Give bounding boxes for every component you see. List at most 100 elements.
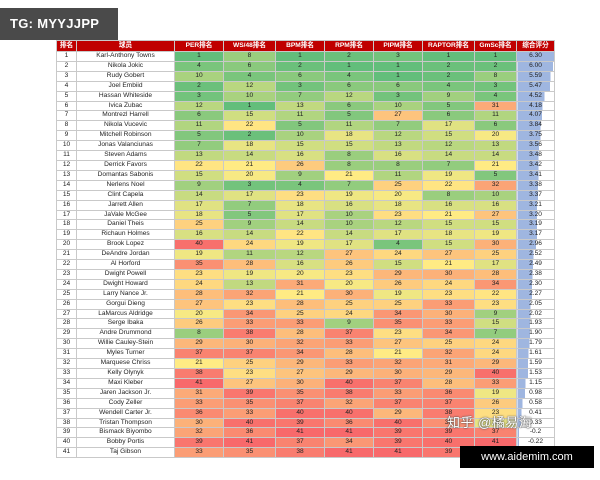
cell-ws48-rank: 32 [223, 288, 276, 300]
table-row: 12 Derrick Favors 22 21 26 8 8 7 21 3.42 [56, 159, 555, 171]
cell-rank: 22 [56, 259, 77, 270]
cell-rpm-rank: 11 [324, 120, 374, 132]
cell-raptor-rank: 15 [422, 130, 475, 142]
table-row: 22 Al Horford 35 28 16 26 15 21 17 2.49 [56, 259, 555, 270]
cell-rpm-rank: 6 [324, 100, 374, 112]
cell-score: 1.93 [516, 318, 555, 330]
header-player: 球员 [76, 40, 175, 52]
cell-player-name: Jarrett Allen [76, 199, 175, 211]
cell-rpm-rank: 4 [324, 70, 374, 82]
cell-score: 3.75 [516, 130, 555, 142]
cell-rank: 10 [56, 140, 77, 152]
cell-pipm-rank: 12 [373, 130, 423, 142]
cell-player-name: Wendell Carter Jr. [76, 407, 175, 419]
cell-rank: 41 [56, 447, 77, 459]
cell-bpm-rank: 26 [275, 159, 325, 171]
cell-ws48-rank: 18 [223, 140, 276, 152]
cell-bpm-rank: 29 [275, 358, 325, 369]
cell-rank: 17 [56, 209, 77, 221]
cell-rpm-rank: 20 [324, 278, 374, 290]
cell-gmsc-rank: 21 [474, 159, 517, 171]
cell-per-rank: 29 [174, 338, 224, 350]
cell-gmsc-rank: 28 [474, 268, 517, 280]
cell-raptor-rank: 32 [422, 348, 475, 360]
cell-rank: 13 [56, 169, 77, 181]
cell-rank: 15 [56, 189, 77, 201]
cell-pipm-rank: 1 [373, 60, 423, 72]
cell-per-rank: 21 [174, 358, 224, 369]
table-row: 7 Montrezl Harrell 6 15 11 5 27 6 11 4.07 [56, 110, 555, 122]
cell-player-name: Al Horford [76, 259, 175, 270]
cell-pipm-rank: 37 [373, 397, 423, 409]
cell-rank: 23 [56, 268, 77, 280]
cell-rank: 24 [56, 278, 77, 290]
cell-gmsc-rank: 24 [474, 348, 517, 360]
cell-rpm-rank: 7 [324, 179, 374, 191]
header-ws48: WS/48排名 [223, 40, 276, 52]
cell-rpm-rank: 15 [324, 140, 374, 152]
cell-rpm-rank: 40 [324, 377, 374, 389]
cell-per-rank: 26 [174, 318, 224, 330]
cell-bpm-rank: 28 [275, 328, 325, 340]
cell-rpm-rank: 9 [324, 318, 374, 330]
cell-rank: 21 [56, 249, 77, 261]
ranking-table: 排名 球员 PER排名 WS/48排名 BPM排名 RPM排名 PIPM排名 R… [56, 40, 555, 459]
cell-gmsc-rank: 32 [474, 179, 517, 191]
cell-score: 4.52 [516, 90, 555, 102]
cell-pipm-rank: 29 [373, 407, 423, 419]
cell-score: 6.30 [516, 51, 555, 62]
cell-ws48-rank: 4 [223, 70, 276, 82]
cell-rank: 34 [56, 377, 77, 389]
cell-rank: 4 [56, 80, 77, 92]
cell-player-name: Jaren Jackson Jr. [76, 387, 175, 399]
cell-score: 2.30 [516, 278, 555, 290]
cell-rank: 18 [56, 219, 77, 231]
cell-ws48-rank: 34 [223, 308, 276, 320]
cell-bpm-rank: 9 [275, 169, 325, 181]
cell-gmsc-rank: 23 [474, 298, 517, 310]
cell-bpm-rank: 22 [275, 229, 325, 241]
cell-bpm-rank: 12 [275, 249, 325, 261]
cell-raptor-rank: 9 [422, 90, 475, 102]
table-row: 11 Steven Adams 13 14 16 8 16 14 14 3.48 [56, 150, 555, 161]
header-bpm: BPM排名 [275, 40, 325, 52]
cell-per-rank: 25 [174, 219, 224, 231]
table-row: 34 Maxi Kleber 41 27 30 40 37 28 33 1.15 [56, 377, 555, 389]
cell-raptor-rank: 24 [422, 278, 475, 290]
cell-rpm-rank: 36 [324, 417, 374, 429]
cell-player-name: Ivica Zubac [76, 100, 175, 112]
cell-rpm-rank: 6 [324, 80, 374, 92]
cell-ws48-rank: 17 [223, 189, 276, 201]
cell-pipm-rank: 3 [373, 90, 423, 102]
header-score: 综合评分 [516, 40, 555, 52]
table-row: 31 Myles Turner 37 37 34 28 21 32 24 1.61 [56, 348, 555, 360]
cell-pipm-rank: 6 [373, 80, 423, 92]
cell-bpm-rank: 15 [275, 140, 325, 152]
cell-bpm-rank: 23 [275, 189, 325, 201]
table-row: 10 Jonas Valanciunas 7 18 15 15 13 12 13 3.56 [56, 140, 555, 152]
cell-rank: 12 [56, 159, 77, 171]
cell-gmsc-rank: 26 [474, 397, 517, 409]
cell-rpm-rank: 34 [324, 437, 374, 449]
cell-score: 3.21 [516, 199, 555, 211]
cell-gmsc-rank: 25 [474, 249, 517, 261]
table-row: 5 Hassan Whiteside 3 10 7 12 3 9 4 4.52 [56, 90, 555, 102]
cell-rank: 11 [56, 150, 77, 161]
cell-raptor-rank: 1 [422, 51, 475, 62]
table-row: 29 Andre Drummond 8 38 28 37 23 34 7 1.90 [56, 328, 555, 340]
table-row: 9 Mitchell Robinson 5 2 10 18 12 15 20 3.75 [56, 130, 555, 142]
cell-gmsc-rank: 9 [474, 308, 517, 320]
cell-rpm-rank: 27 [324, 249, 374, 261]
cell-gmsc-rank: 17 [474, 259, 517, 270]
cell-score: 3.41 [516, 169, 555, 181]
cell-rpm-rank: 41 [324, 427, 374, 439]
cell-raptor-rank: 12 [422, 140, 475, 152]
table-row: 33 Kelly Olynyk 38 23 27 29 30 29 40 1.53 [56, 368, 555, 379]
cell-rpm-rank: 28 [324, 348, 374, 360]
cell-player-name: Dwight Howard [76, 278, 175, 290]
cell-rpm-rank: 25 [324, 298, 374, 310]
cell-pipm-rank: 11 [373, 169, 423, 181]
table-row: 35 Jaren Jackson Jr. 31 39 35 38 33 36 19 0.98 [56, 387, 555, 399]
cell-bpm-rank: 2 [275, 60, 325, 72]
cell-rank: 27 [56, 308, 77, 320]
